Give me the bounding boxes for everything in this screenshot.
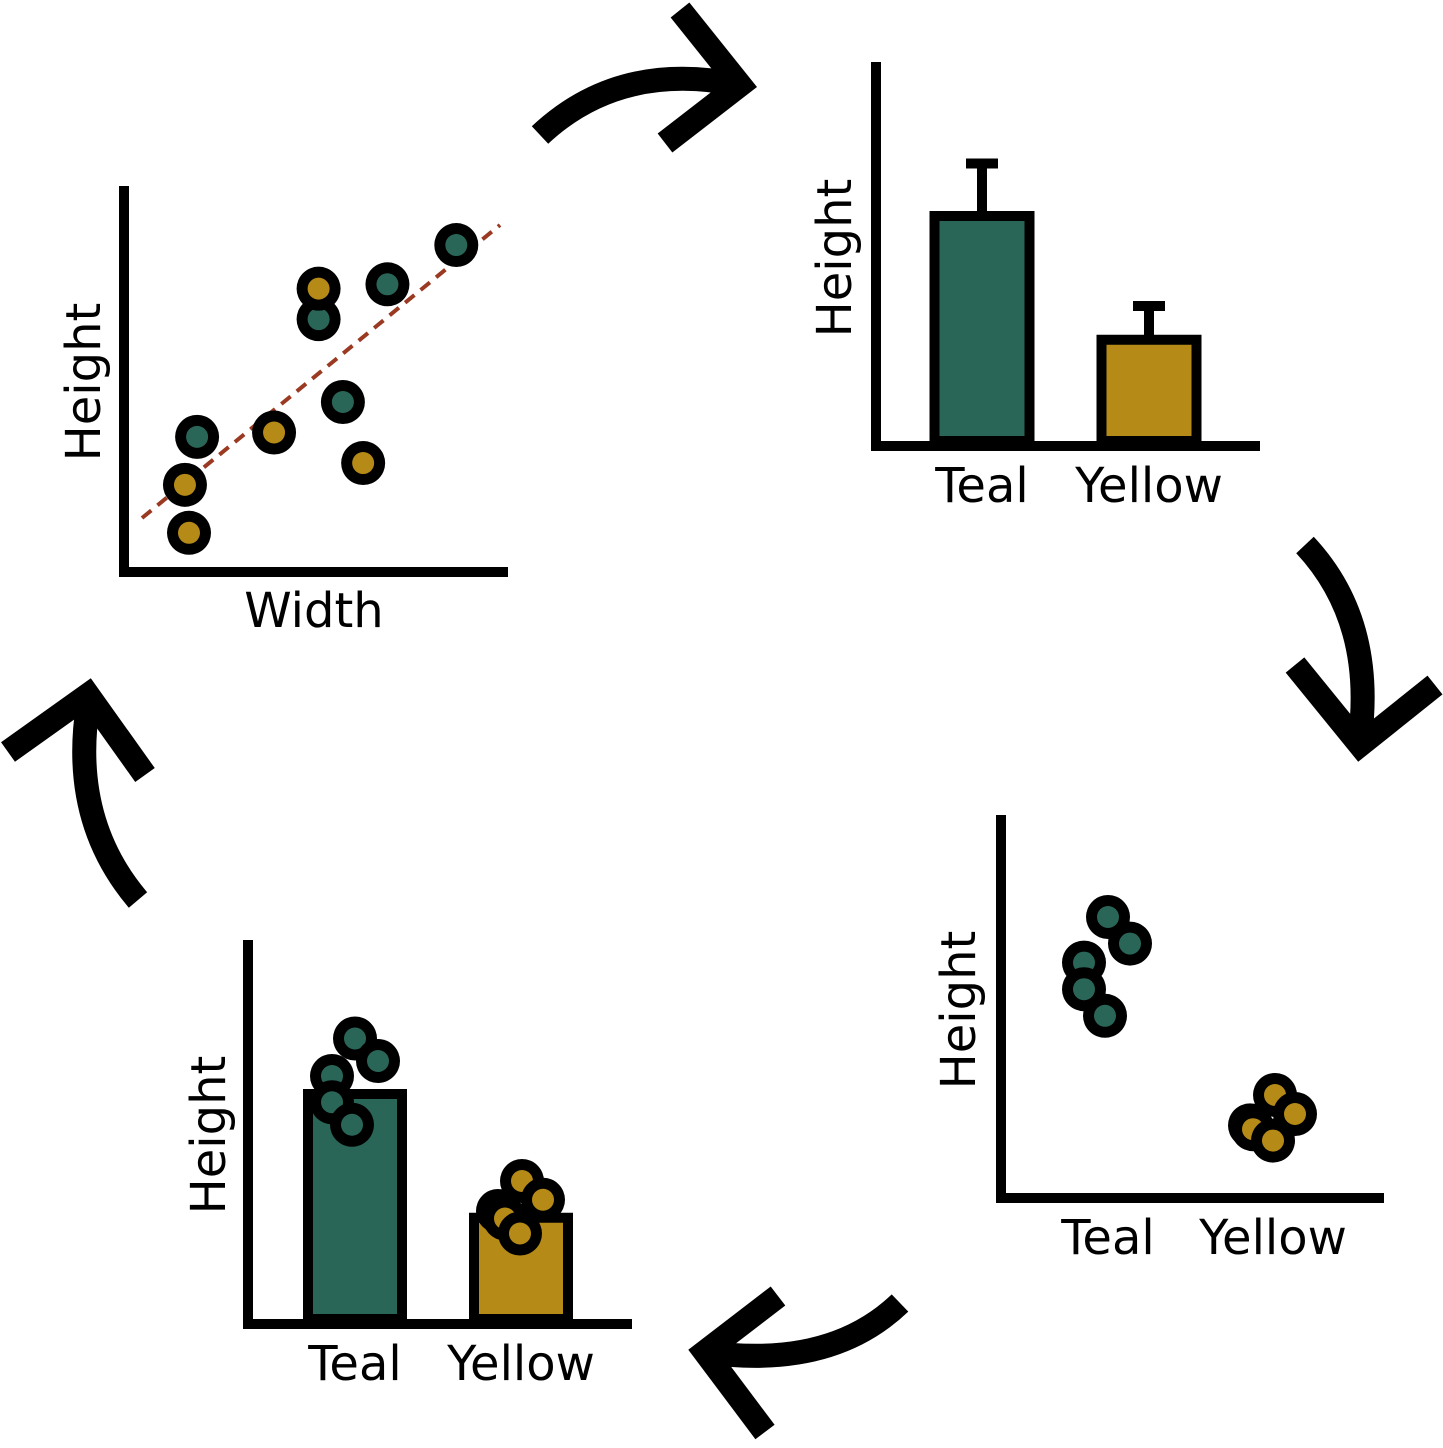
- bar-points-panel: Height Teal Yellow: [181, 940, 632, 1392]
- bar-points-points: [310, 1016, 565, 1256]
- bar-error-ylabel: Height: [807, 179, 863, 338]
- scatter-point-yellow-4: [341, 441, 386, 486]
- scatter-point-yellow-2: [252, 410, 297, 455]
- scatter-ylabel: Height: [56, 303, 112, 462]
- bar-teal: [929, 211, 1035, 446]
- scatter-point-yellow-3: [296, 266, 341, 311]
- dot-groups-panel: Height Teal Yellow: [931, 815, 1384, 1266]
- scatter-axes: [119, 186, 508, 577]
- bar-error-tick-yellow: Yellow: [1074, 458, 1223, 514]
- bar-point-yellow-1: [521, 1177, 565, 1222]
- arrow-dots-to-barpoints-icon: [688, 1286, 909, 1440]
- scatter-points: [162, 223, 479, 555]
- bar-error-tick-teal: Teal: [934, 458, 1028, 514]
- arrow-scatter-to-bar-icon: [531, 2, 757, 153]
- arrow-bar-to-dots-icon: [1285, 536, 1443, 762]
- scatter-point-yellow-1: [167, 510, 211, 555]
- scatter-point-yellow-0: [162, 462, 207, 507]
- scatter-xlabel: Width: [244, 583, 383, 639]
- bar-point-teal-4: [330, 1102, 374, 1147]
- dot-groups-tick-teal: Teal: [1060, 1210, 1154, 1266]
- scatter-point-teal-4: [434, 223, 479, 268]
- scatter-point-teal-2: [320, 380, 365, 424]
- bar-error-panel: Height Teal Yellow: [807, 62, 1260, 514]
- group-point-yellow-4: [1251, 1118, 1295, 1163]
- bar-points-tick-teal: Teal: [307, 1336, 401, 1392]
- scatter-point-teal-3: [365, 262, 410, 307]
- bar-points-tick-yellow: Yellow: [446, 1336, 595, 1392]
- bar-error-bars: [929, 158, 1202, 446]
- dot-groups-points: [1062, 895, 1317, 1163]
- bar-points-ylabel: Height: [181, 1056, 237, 1215]
- bar-point-teal-1: [356, 1039, 400, 1083]
- group-point-teal-1: [1108, 921, 1152, 966]
- scatter-point-teal-0: [175, 414, 220, 459]
- group-point-teal-4: [1083, 993, 1127, 1038]
- arrow-barpoints-to-scatter-icon: [1, 678, 155, 908]
- scatter-point-teal-1: [296, 297, 341, 342]
- dot-groups-axes: [996, 815, 1384, 1203]
- trend-line: [140, 223, 502, 520]
- bar-point-yellow-4: [498, 1211, 542, 1256]
- dot-groups-ylabel: Height: [931, 931, 987, 1090]
- scatter-panel: Height Width: [56, 186, 508, 639]
- dot-groups-tick-yellow: Yellow: [1198, 1210, 1347, 1266]
- bar-yellow: [1096, 334, 1202, 446]
